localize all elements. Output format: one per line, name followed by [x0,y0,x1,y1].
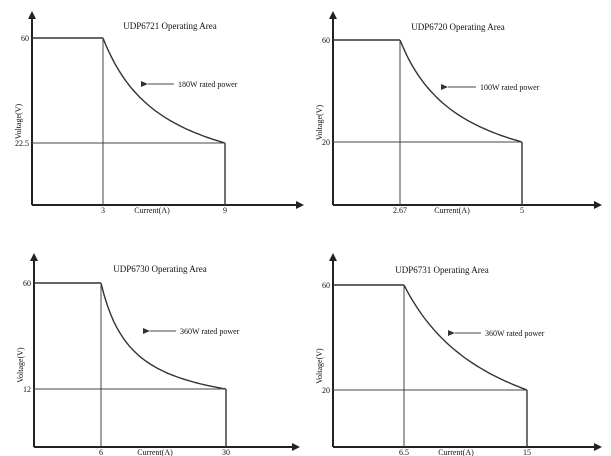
y-tick-label: 60 [23,279,31,288]
x-tick-label: 15 [523,448,531,456]
rated-power-annotation: 360W rated power [180,327,240,336]
rated-power-annotation: 180W rated power [178,80,238,89]
y-tick-label: 12 [23,385,31,394]
chart-title: UDP6721 Operating Area [123,21,216,31]
chart-panel-1: UDP6721 Operating Area Voltage(V) 60 22.5 3 9… [14,11,304,215]
chart-title: UDP6731 Operating Area [395,265,488,275]
x-tick-label: 30 [222,448,230,456]
x-axis-label: Current(A) [434,206,470,215]
y-tick-label: 20 [322,386,330,395]
rated-power-curve [102,37,226,144]
chart-panel-2: UDP6720 Operating Area Voltage(V) 60 20 2.67… [315,11,602,215]
y-tick-label: 60 [322,36,330,45]
y-tick-label: 60 [322,281,330,290]
y-axis-label: Voltage(V) [14,103,23,139]
x-tick-label: 6.5 [399,448,409,456]
rated-power-curve [403,284,528,391]
chart-panel-4: UDP6731 Operating Area Voltage(V) 60 20 6.5 1… [315,253,602,456]
x-axis-label: Current(A) [137,448,173,456]
y-tick-label: 20 [322,138,330,147]
rated-power-curve [399,39,523,143]
x-tick-label: 5 [520,206,524,215]
x-tick-label: 2.67 [393,206,407,215]
y-axis-label: Voltage(V) [16,347,25,383]
rated-power-curve [100,282,227,390]
x-tick-label: 9 [223,206,227,215]
x-tick-label: 6 [99,448,103,456]
x-tick-label: 3 [101,206,105,215]
y-tick-label: 22.5 [15,139,29,148]
rated-power-annotation: 100W rated power [480,83,540,92]
chart-title: UDP6730 Operating Area [113,264,206,274]
chart-panel-3: UDP6730 Operating Area Voltage(V) 60 12 6 30 C… [16,253,300,456]
y-tick-label: 60 [21,34,29,43]
x-axis-label: Current(A) [134,206,170,215]
rated-power-annotation: 360W rated power [485,329,545,338]
y-axis-label: Voltage(V) [315,348,324,384]
chart-title: UDP6720 Operating Area [411,22,504,32]
x-axis-label: Current(A) [438,448,474,456]
y-axis-label: Voltage(V) [315,104,324,140]
